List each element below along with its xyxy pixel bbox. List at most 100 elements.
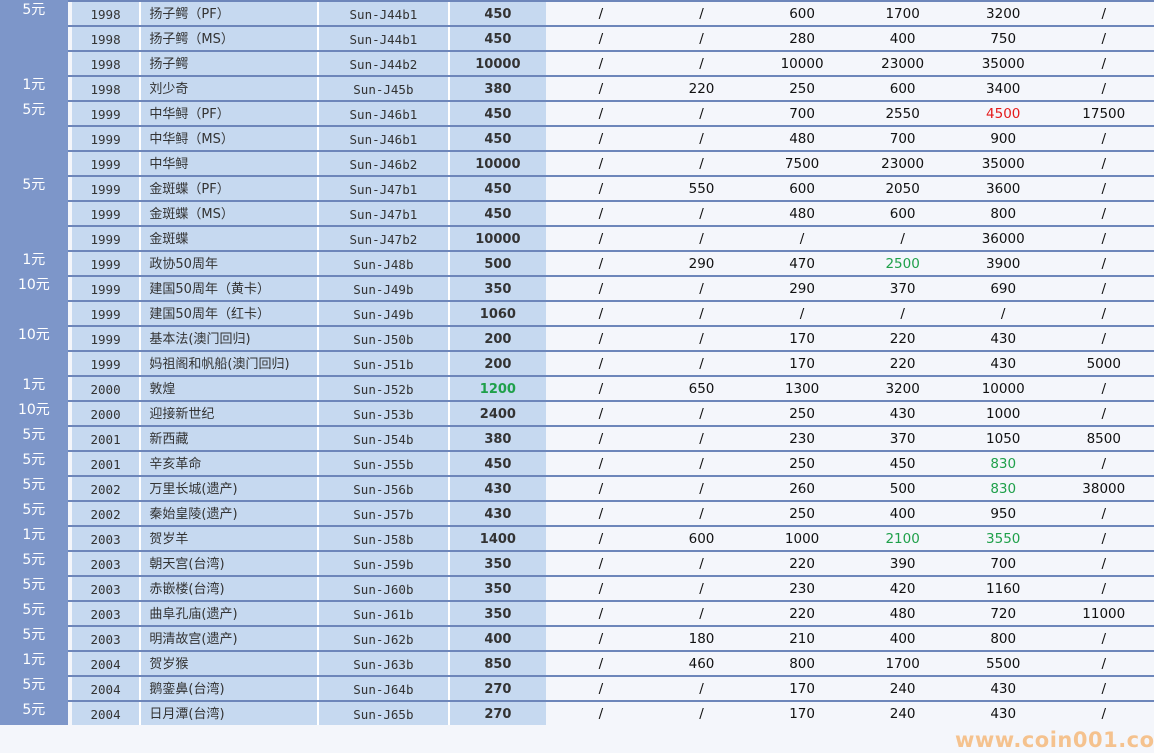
price-table: 5元 1998 扬子鳄（PF） Sun-J44b1 450//600 1700 3200/1…	[0, 0, 1154, 725]
issue-cell: 200	[448, 327, 546, 350]
price-cell: 700	[889, 131, 916, 147]
price-cell: /	[1101, 581, 1107, 597]
code-cell: Sun-J46b1	[316, 127, 449, 150]
table-row: 1999 中华鲟（MS） Sun-J46b1 450 / / 480 700 900 /	[0, 125, 1154, 150]
year-cell: 2004	[71, 677, 140, 700]
year-cell: 1998	[71, 2, 140, 25]
name-cell: 中华鲟	[139, 152, 317, 175]
name-cell: 扬子鳄	[139, 52, 317, 75]
price-cell: 5000	[1086, 356, 1121, 372]
issue-cell: 450	[448, 452, 546, 475]
issue-cell: 350	[448, 577, 546, 600]
year-cell: 1999	[71, 227, 140, 250]
table-row: 5元 1999 金斑蝶（PF） Sun-J47b1 450 / 550 600 2050 3600…	[0, 175, 1154, 200]
price-cell: 1700	[885, 6, 920, 22]
name-cell: 金斑蝶（MS）	[139, 202, 317, 225]
price-cell: /	[1101, 56, 1107, 72]
price-cell: /	[900, 231, 905, 247]
issue-cell: 1200	[448, 377, 546, 400]
price-cell: 900	[990, 131, 1017, 147]
year-cell: 1998	[71, 52, 140, 75]
code-cell: Sun-J62b	[316, 627, 449, 650]
denomination-cell: 5元	[0, 100, 68, 125]
price-cell: /	[598, 531, 604, 547]
table-row: 10元 1999 建国50周年（黄卡） Sun-J49b 350 / / 290 370 690 /	[0, 275, 1154, 300]
price-cell: /	[598, 481, 604, 497]
table-row: 1999 中华鲟 Sun-J46b2 10000 / / 7500 23000 35000 /	[0, 150, 1154, 175]
price-cell: 240	[889, 681, 916, 697]
name-cell: 贺岁羊	[139, 527, 317, 550]
price-cell: 430	[990, 681, 1017, 697]
price-cell: /	[900, 306, 905, 322]
price-cell: 800	[990, 206, 1017, 222]
table-row: 1元 1998 刘少奇 Sun-J45b 380 / 220 250 600 3400 /	[0, 75, 1154, 100]
price-cell: /	[598, 31, 604, 47]
price-cell: 3900	[986, 256, 1021, 272]
denomination-cell	[0, 350, 68, 375]
price-cell: 370	[889, 431, 916, 447]
year-cell: 1998	[71, 27, 140, 50]
issue-cell: 270	[448, 677, 546, 700]
price-cell: 11000	[1082, 606, 1126, 622]
name-cell: 明清故宫(遗产)	[139, 627, 317, 650]
price-cell: 260	[789, 481, 815, 497]
name-cell: 新西藏	[139, 427, 317, 450]
denomination-cell: 5元	[0, 500, 68, 525]
price-cell: /	[699, 156, 704, 172]
name-cell: 秦始皇陵(遗产)	[139, 502, 317, 525]
code-cell: Sun-J47b1	[316, 177, 449, 200]
price-cell: 690	[990, 281, 1017, 297]
denomination-cell: 1元	[0, 75, 68, 100]
price-cell: 10000	[981, 381, 1025, 397]
price-cell: /	[598, 581, 604, 597]
name-cell: 辛亥革命	[139, 452, 317, 475]
price-cell: 250	[789, 81, 815, 97]
table-row: 5元 1999 中华鲟（PF） Sun-J46b1 450 / / 700 2550 4500 17…	[0, 100, 1154, 125]
price-cell: /	[598, 81, 604, 97]
name-cell: 日月潭(台湾)	[139, 702, 317, 725]
code-cell: Sun-J44b1	[316, 2, 449, 25]
price-cell: /	[699, 456, 704, 472]
table-row: 1999 金斑蝶（MS） Sun-J47b1 450 / / 480 600 800 /	[0, 200, 1154, 225]
code-cell: Sun-J45b	[316, 77, 449, 100]
issue-cell: 450	[448, 102, 546, 125]
price-cell: /	[1101, 406, 1107, 422]
price-cell: /	[598, 631, 604, 647]
price-cell: 170	[789, 681, 815, 697]
price-cell: /	[598, 656, 604, 672]
price-cell: /	[598, 381, 604, 397]
price-cell: 600	[789, 6, 815, 22]
denomination-cell: 10元	[0, 275, 68, 300]
price-cell: 500	[889, 481, 916, 497]
issue-cell: 850	[448, 652, 546, 675]
code-cell: Sun-J64b	[316, 677, 449, 700]
code-cell: Sun-J60b	[316, 577, 449, 600]
name-cell: 朝天宫(台湾)	[139, 552, 317, 575]
price-cell: 10000	[780, 56, 824, 72]
price-cell: 8500	[1086, 431, 1121, 447]
code-cell: Sun-J57b	[316, 502, 449, 525]
price-cell: /	[1101, 281, 1107, 297]
code-cell: Sun-J46b1	[316, 102, 449, 125]
issue-cell: 400	[448, 627, 546, 650]
price-cell: 950	[990, 506, 1017, 522]
code-cell: Sun-J46b2	[316, 152, 449, 175]
price-cell: 370	[889, 281, 916, 297]
year-cell: 2000	[71, 377, 140, 400]
price-cell: 600	[789, 181, 815, 197]
price-cell: 2050	[885, 181, 920, 197]
price-cell: 220	[889, 356, 916, 372]
denomination-cell: 5元	[0, 475, 68, 500]
price-cell: 430	[990, 331, 1017, 347]
price-cell: /	[799, 306, 805, 322]
price-cell: 830	[990, 481, 1017, 497]
price-cell: /	[1101, 231, 1107, 247]
price-cell: /	[699, 31, 704, 47]
price-cell: /	[1101, 556, 1107, 572]
issue-cell: 350	[448, 552, 546, 575]
price-cell: /	[598, 106, 604, 122]
price-cell: /	[699, 206, 704, 222]
name-cell: 扬子鳄（PF）	[139, 2, 317, 25]
name-cell: 迎接新世纪	[139, 402, 317, 425]
table-row: 5元 2003 赤嵌楼(台湾) Sun-J60b 350 / / 230 420 1160 /	[0, 575, 1154, 600]
